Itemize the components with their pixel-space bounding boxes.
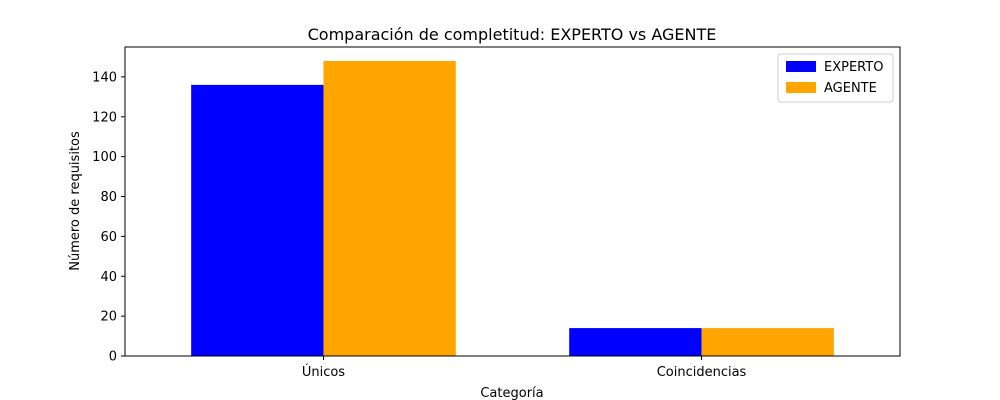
bar-experto-1 xyxy=(569,328,702,356)
y-tick-label: 100 xyxy=(92,150,117,165)
plot-area: 0 20 40 60 80 100 120 140 Únicos Coincidencias xyxy=(92,60,834,380)
x-tick-label: Coincidencias xyxy=(657,365,747,380)
y-axis-label: Número de requisitos xyxy=(68,131,83,271)
legend-label-experto: EXPERTO xyxy=(824,60,883,75)
legend-swatch-agente xyxy=(786,82,816,93)
legend: EXPERTO AGENTE xyxy=(777,53,894,103)
y-tick-label: 60 xyxy=(100,230,117,245)
legend-label-agente: AGENTE xyxy=(824,81,877,96)
y-tick-label: 80 xyxy=(100,190,117,205)
bar-agente-0 xyxy=(323,60,456,357)
y-tick-label: 140 xyxy=(92,70,117,85)
plot-frame xyxy=(124,46,901,357)
x-axis-label: Categoría xyxy=(480,386,543,400)
bar-agente-1 xyxy=(701,328,834,356)
legend-swatch-experto xyxy=(786,61,816,72)
y-tick-label: 120 xyxy=(92,110,117,125)
chart-title: Comparación de completitud: EXPERTO vs A… xyxy=(308,25,717,44)
bar-experto-0 xyxy=(191,84,324,357)
y-tick-label: 20 xyxy=(100,310,117,325)
y-tick-label: 0 xyxy=(109,350,117,365)
y-tick-label: 40 xyxy=(100,270,117,285)
x-tick-label: Únicos xyxy=(302,364,345,380)
